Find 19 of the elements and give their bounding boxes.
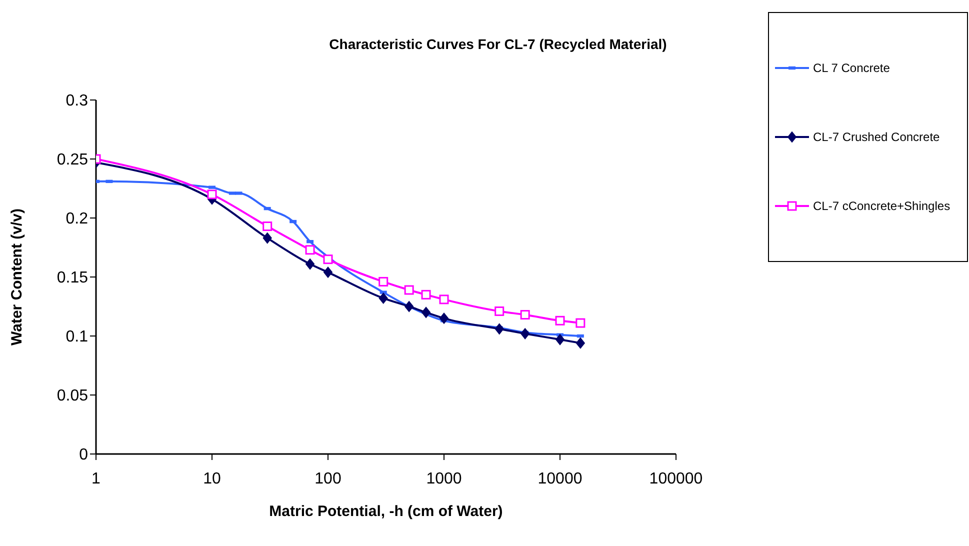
- x-tick-label: 10000: [538, 470, 582, 488]
- legend-label: CL-7 Crushed Concrete: [813, 130, 940, 144]
- y-tick-label: 0.2: [66, 210, 88, 228]
- legend-label: CL-7 cConcrete+Shingles: [813, 199, 950, 214]
- chart-title: Characteristic Curves For CL-7 (Recycled Material): [328, 36, 668, 52]
- y-tick-label: 0.05: [56, 388, 88, 405]
- x-tick-label: 100: [314, 470, 342, 488]
- x-tick-label: 10: [203, 470, 221, 488]
- x-tick-label: 100000: [649, 470, 703, 488]
- y-tick-label: 0.3: [66, 92, 88, 110]
- y-tick-label: 0: [79, 446, 88, 464]
- legend-label: CL 7 Concrete: [813, 60, 890, 75]
- x-axis-title: Matric Potential, -h (cm of Water): [269, 503, 503, 520]
- y-axis-title: Water Content (v/v): [8, 208, 26, 346]
- x-tick-label: 1: [92, 470, 101, 488]
- x-tick-label: 1000: [426, 470, 462, 488]
- y-tick-label: 0.25: [56, 152, 88, 169]
- y-tick-label: 0.15: [56, 270, 88, 287]
- y-tick-label: 0.1: [66, 328, 88, 346]
